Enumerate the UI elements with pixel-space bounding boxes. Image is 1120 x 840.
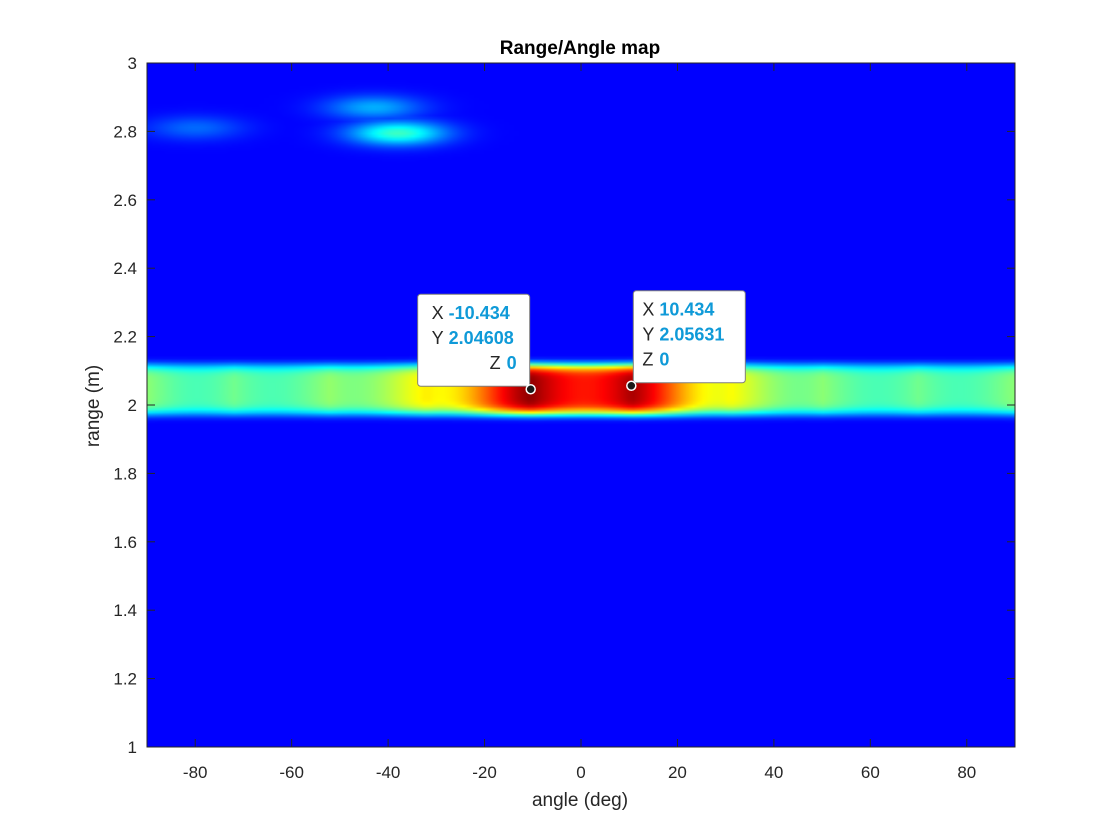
datatip-key: Z [490,353,501,373]
datatip-key: Z [642,350,653,370]
x-tick-label: -80 [183,763,208,782]
x-tick-label: 80 [957,763,976,782]
datatip-key: Y [432,328,444,348]
x-tick-label: -20 [472,763,497,782]
datatip-value: -10.434 [449,303,510,323]
axes: -80 -60 -40 -20 0 20 40 60 80 1 1.2 1.4 1.6 1.8 2 2.2 2.… [113,54,1016,782]
datatip-marker[interactable] [525,383,536,395]
y-tick-label: 1.2 [113,670,137,689]
y-tick-label: 1.8 [113,464,137,483]
y-tick-label: 2.6 [113,191,137,210]
x-tick-label: 40 [764,763,783,782]
chart-title: Range/Angle map [500,38,660,59]
x-axis-label: angle (deg) [532,790,628,811]
y-tick-label: 1 [128,738,137,757]
x-tick-label: -40 [376,763,401,782]
datatip-marker[interactable] [626,380,637,391]
datatip-value: 2.04608 [449,328,514,348]
x-tick-label: 0 [576,763,585,782]
plot-area[interactable] [147,63,1015,747]
datatip-box [417,293,531,387]
x-tick-label: 20 [668,763,687,782]
x-tick-label: -60 [279,763,304,782]
datatip-key: X [432,303,444,323]
x-tick-label: 60 [861,763,880,782]
datatip-value: 0 [507,353,517,373]
y-tick-label: 1.6 [113,533,137,552]
datatip-value: 10.434 [659,300,714,320]
datatip-key: Y [642,325,654,345]
y-tick-label: 1.4 [113,601,137,620]
datatip-box [632,290,746,384]
datatip-value: 2.05631 [659,325,724,345]
y-tick-label: 2 [128,396,137,415]
datatip-key: X [642,300,654,320]
y-tick-label: 3 [128,54,137,73]
y-axis-label: range (m) [83,365,104,447]
y-tick-label: 2.8 [113,122,137,141]
y-tick-label: 2.4 [113,259,137,278]
heatmap-image [147,63,1015,747]
y-tick-label: 2.2 [113,328,137,347]
datatip-value: 0 [659,350,669,370]
